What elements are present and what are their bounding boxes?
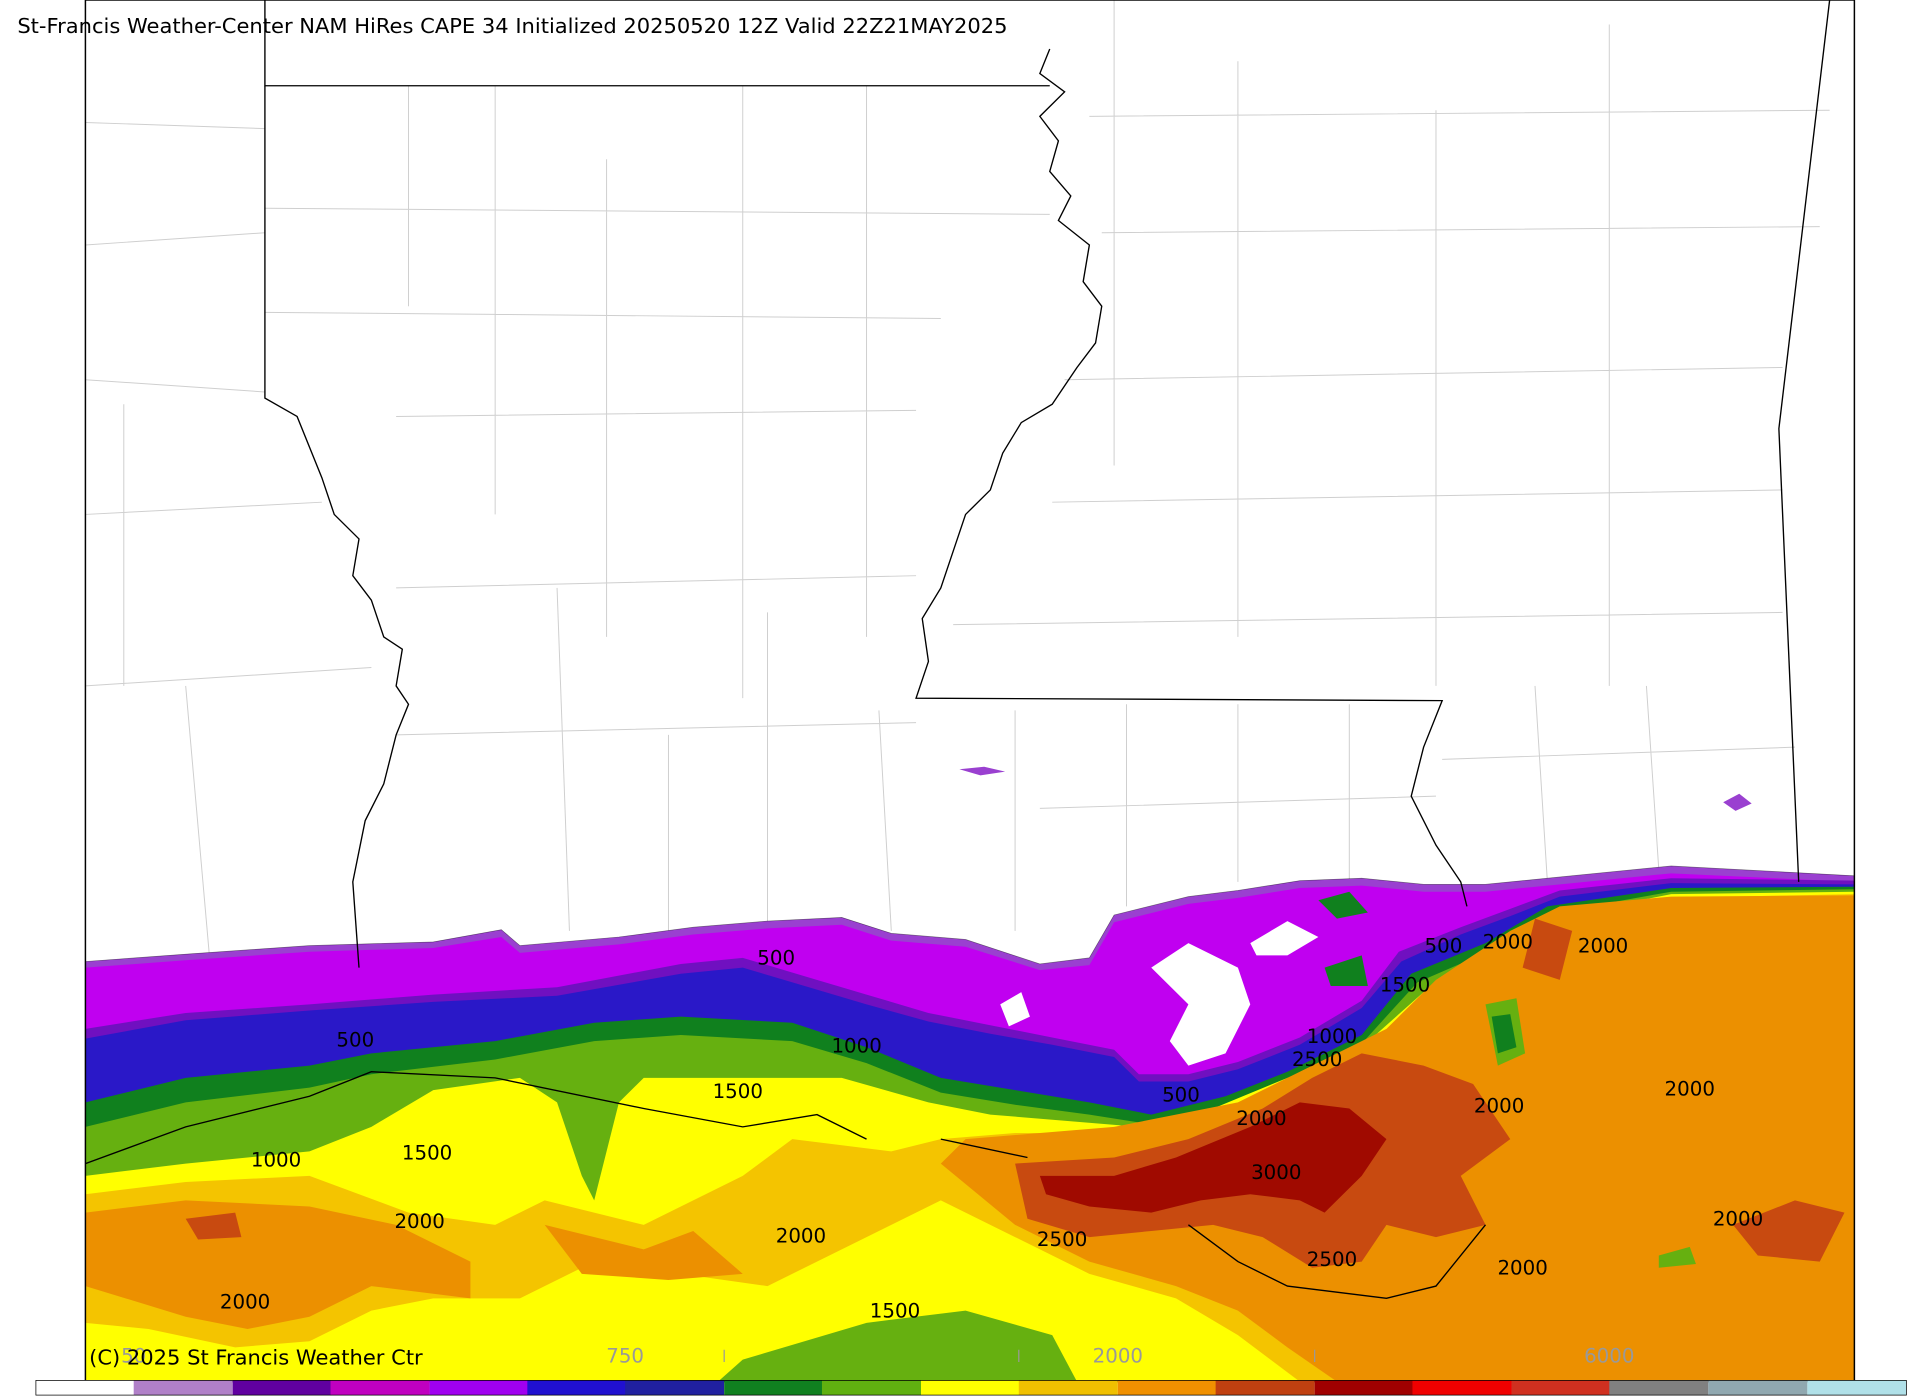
colorbar-label: 50	[121, 1345, 146, 1368]
contour-label: 2000	[1497, 1257, 1547, 1280]
contour-label: 1000	[251, 1149, 301, 1172]
contour-label: 2000	[1236, 1107, 1286, 1130]
contour-labels: 500 500 1000 1500 1000 1500 2000 2000 2000 1500 50…	[220, 931, 1763, 1323]
contour-label: 500	[336, 1029, 374, 1052]
copyright: (C) 2025 St Francis Weather Ctr	[89, 1346, 423, 1370]
cape-fields	[85, 766, 1855, 1382]
contour-label: 1500	[1380, 974, 1430, 997]
contour-label: 2000	[776, 1225, 826, 1248]
title: St-Francis Weather-Center NAM HiRes CAPE…	[17, 14, 1007, 38]
contour-label: 1500	[713, 1080, 763, 1103]
colorbar-labels: 50 750 2000 6000	[121, 1345, 1634, 1368]
contour-label: 2500	[1307, 1248, 1357, 1271]
contour-label: 2000	[1578, 934, 1628, 957]
contour-label: 3000	[1251, 1161, 1301, 1184]
contour-label: 1500	[402, 1141, 452, 1164]
contour-label: 2000	[220, 1291, 270, 1314]
colorbar-label: 2000	[1093, 1345, 1143, 1368]
contour-label: 1000	[1307, 1025, 1357, 1048]
counties	[85, 0, 1830, 968]
colorbar-label: 6000	[1584, 1345, 1634, 1368]
contour-label: 2500	[1037, 1228, 1087, 1251]
contour-label: 2000	[1665, 1078, 1715, 1101]
contour-label: 2000	[1483, 931, 1533, 954]
contour-label: 2000	[1713, 1208, 1763, 1231]
contour-label: 1500	[870, 1299, 920, 1322]
contour-label: 500	[757, 947, 795, 970]
contour-label: 2500	[1292, 1048, 1342, 1071]
contour-label: 1000	[831, 1035, 881, 1058]
contour-label: 500	[1425, 934, 1463, 957]
colorbar	[35, 1349, 1907, 1396]
contour-label: 2000	[394, 1210, 444, 1233]
contour-label: 500	[1162, 1084, 1200, 1107]
colorbar-label: 750	[606, 1345, 644, 1368]
contour-label: 2000	[1474, 1095, 1524, 1118]
